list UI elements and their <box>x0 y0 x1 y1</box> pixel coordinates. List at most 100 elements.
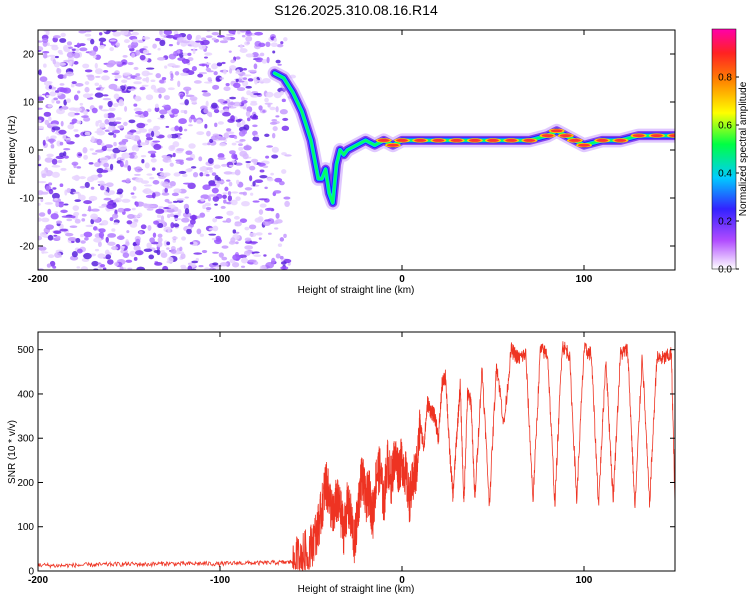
noise-speckle <box>204 52 213 56</box>
noise-speckle <box>126 86 132 90</box>
noise-speckle <box>94 248 100 252</box>
noise-speckle <box>108 125 113 132</box>
noise-speckle <box>181 40 190 44</box>
noise-speckle <box>233 82 241 89</box>
noise-speckle <box>254 31 264 36</box>
noise-speckle <box>49 91 57 97</box>
noise-speckle <box>53 35 61 39</box>
noise-speckle <box>81 213 87 217</box>
noise-speckle <box>134 114 142 118</box>
noise-speckle <box>209 138 214 143</box>
noise-speckle <box>46 42 50 47</box>
noise-speckle <box>171 108 180 115</box>
noise-speckle <box>162 181 170 188</box>
noise-speckle <box>182 173 188 178</box>
noise-speckle <box>139 54 146 61</box>
noise-speckle <box>90 186 95 190</box>
noise-speckle <box>52 192 60 200</box>
noise-speckle <box>259 175 268 179</box>
noise-speckle <box>127 267 133 270</box>
noise-speckle <box>271 154 279 159</box>
noise-speckle <box>58 129 67 135</box>
spectrogram-ytick-label: 20 <box>23 50 35 61</box>
noise-speckle <box>60 32 66 37</box>
noise-speckle <box>178 170 187 174</box>
noise-speckle <box>153 220 160 225</box>
noise-speckle <box>100 109 110 112</box>
noise-speckle <box>57 74 65 79</box>
noise-speckle <box>266 177 274 182</box>
noise-speckle <box>72 205 80 212</box>
noise-speckle <box>202 92 212 97</box>
noise-speckle <box>169 213 175 218</box>
noise-speckle <box>127 214 135 220</box>
noise-speckle <box>73 211 80 217</box>
noise-speckle <box>62 134 67 140</box>
noise-speckle <box>65 232 74 237</box>
noise-speckle <box>164 155 172 161</box>
noise-speckle <box>73 94 79 101</box>
noise-speckle <box>182 37 187 41</box>
noise-speckle <box>83 252 92 260</box>
noise-speckle <box>230 191 239 194</box>
noise-speckle <box>179 93 184 100</box>
carrier-hot-red <box>396 138 408 142</box>
noise-speckle <box>211 37 217 41</box>
noise-speckle <box>38 96 45 101</box>
noise-speckle <box>221 245 229 249</box>
noise-speckle <box>139 142 148 145</box>
noise-speckle <box>103 30 107 33</box>
noise-speckle <box>187 52 192 56</box>
noise-speckle <box>222 194 227 199</box>
noise-speckle <box>135 49 141 56</box>
carrier-hot-red <box>632 134 645 138</box>
carrier-hot-red <box>669 134 675 138</box>
noise-speckle <box>206 30 211 33</box>
noise-speckle <box>48 54 56 58</box>
noise-speckle <box>244 187 253 191</box>
noise-speckle <box>238 143 243 147</box>
noise-speckle <box>51 158 58 165</box>
noise-speckle <box>240 265 246 268</box>
noise-speckle <box>56 100 61 104</box>
noise-speckle <box>59 152 65 157</box>
noise-speckle <box>176 148 185 152</box>
noise-speckle <box>99 122 106 129</box>
noise-speckle <box>113 153 117 159</box>
chart-title: S126.2025.310.08.16.R14 <box>274 2 438 18</box>
noise-speckle <box>220 205 226 209</box>
noise-speckle <box>114 78 118 82</box>
noise-speckle <box>264 186 268 190</box>
noise-speckle <box>83 231 93 238</box>
noise-speckle <box>90 213 99 220</box>
noise-speckle <box>264 102 273 105</box>
noise-speckle <box>102 97 112 101</box>
noise-speckle <box>123 208 131 212</box>
noise-speckle <box>113 141 117 147</box>
noise-speckle <box>136 122 146 129</box>
noise-speckle <box>208 227 215 231</box>
noise-speckle <box>149 237 155 243</box>
noise-speckle <box>122 72 131 76</box>
noise-speckle <box>182 59 187 64</box>
noise-speckle <box>254 134 259 138</box>
noise-speckle <box>120 30 129 36</box>
noise-speckle <box>124 105 128 112</box>
noise-speckle <box>52 187 57 190</box>
spectrogram-xtick-label: 0 <box>399 274 405 285</box>
noise-speckle <box>98 37 107 43</box>
noise-speckle <box>167 204 176 209</box>
noise-speckle <box>129 250 137 257</box>
noise-speckle <box>173 33 183 38</box>
noise-speckle <box>74 218 81 224</box>
noise-speckle <box>183 86 192 91</box>
noise-speckle <box>67 237 77 242</box>
noise-speckle <box>274 177 283 183</box>
noise-speckle <box>176 198 186 201</box>
noise-speckle <box>129 129 137 133</box>
noise-speckle <box>74 112 80 116</box>
noise-speckle <box>188 124 193 127</box>
noise-speckle <box>79 185 86 189</box>
noise-speckle <box>91 260 99 267</box>
noise-speckle <box>66 218 73 222</box>
